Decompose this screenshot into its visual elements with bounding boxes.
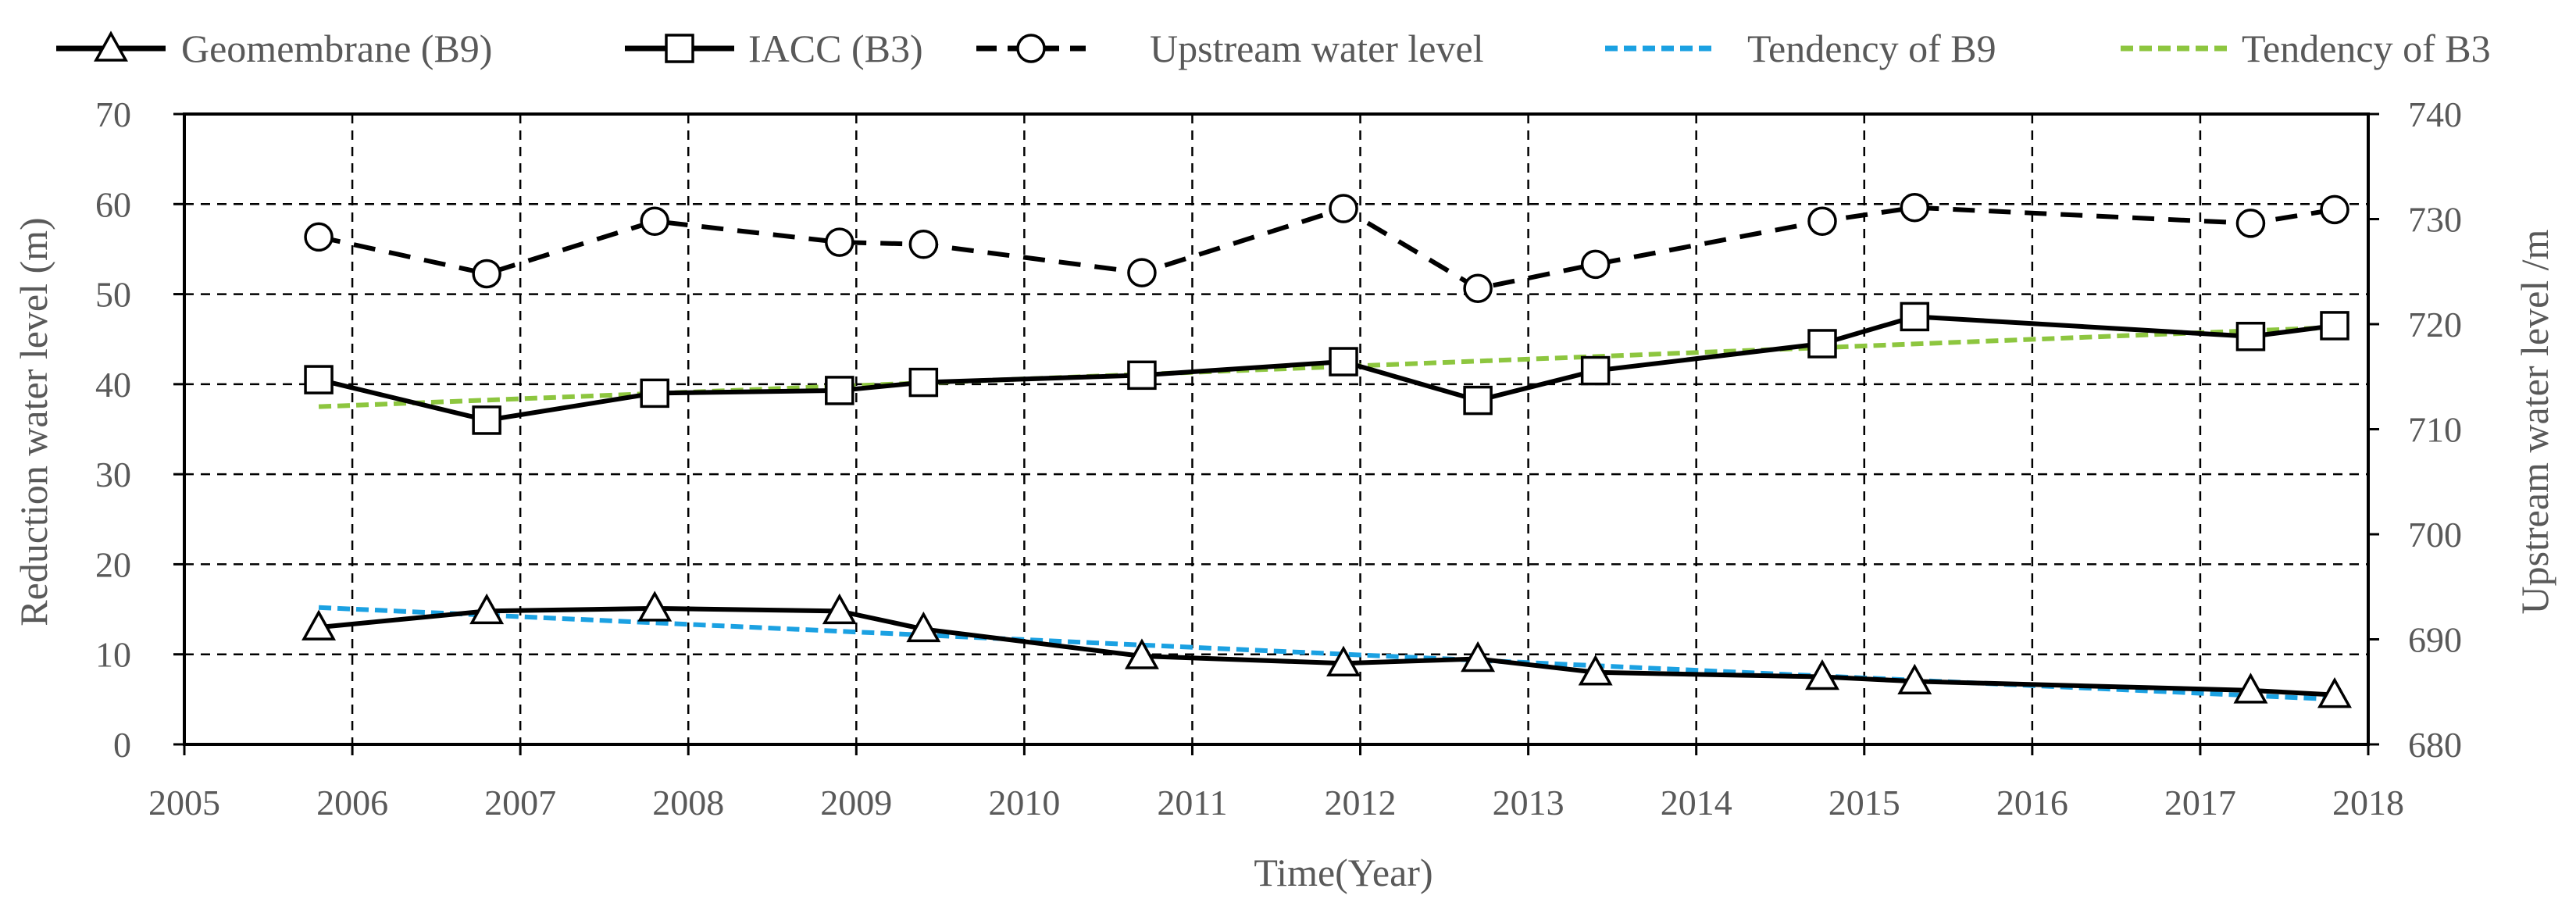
legend-item-upstream-water-level: Upstream water level	[976, 27, 1484, 70]
data-point	[304, 365, 334, 394]
x-tick-label: 2009	[820, 783, 892, 822]
legend-item-geomembrane-b9: Geomembrane (B9)	[56, 27, 492, 70]
x-tick-label: 2015	[1829, 783, 1900, 822]
data-point	[2235, 322, 2266, 351]
y2-tick-label: 680	[2408, 725, 2462, 765]
y2-tick-label: 700	[2408, 515, 2462, 555]
grid-lines	[184, 114, 2368, 744]
data-point	[1807, 329, 1837, 359]
data-point	[640, 378, 669, 409]
data-point	[1463, 273, 1493, 304]
y2-tick-label: 730	[2408, 200, 2462, 240]
x-tick-label: 2008	[652, 783, 724, 822]
data-point	[1580, 355, 1611, 386]
x-tick-label: 2018	[2332, 783, 2404, 822]
legend-label: Geomembrane (B9)	[181, 27, 492, 70]
data-point	[1805, 658, 1839, 690]
data-point	[304, 222, 334, 252]
y2-tick-label: 720	[2408, 305, 2462, 344]
x-tick-label: 2005	[148, 783, 220, 822]
data-point	[1463, 385, 1493, 416]
x-tick-label: 2016	[1996, 783, 2068, 822]
data-point	[2320, 311, 2349, 341]
data-point	[1127, 258, 1157, 287]
y-axis-title: Reduction water level (m)	[12, 217, 55, 626]
data-point	[825, 376, 855, 405]
data-point	[1329, 347, 1358, 376]
data-point	[908, 230, 939, 259]
data-series	[301, 192, 2352, 708]
data-point	[1326, 645, 1361, 676]
data-point	[1897, 663, 1932, 695]
x-tick-label: 2006	[316, 783, 388, 822]
y-tick-label: 50	[95, 275, 131, 315]
legend-item-tendency-of-b3: Tendency of B3	[2121, 27, 2491, 70]
series-upstream-water-level	[304, 192, 2349, 304]
data-point	[822, 593, 857, 625]
data-point	[2317, 677, 2352, 708]
y-tick-label: 20	[95, 544, 131, 584]
series-iacc-b3	[304, 302, 2349, 435]
y-tick-label: 40	[95, 365, 131, 405]
data-point	[640, 206, 669, 236]
x-tick-label: 2010	[988, 783, 1060, 822]
legend-label: IACC (B3)	[748, 27, 923, 70]
legend-label: Tendency of B3	[2242, 27, 2491, 70]
y2-axis-title: Upstream water level /m	[2513, 229, 2556, 614]
x-tick-label: 2011	[1157, 783, 1227, 822]
data-point	[906, 611, 941, 643]
y2-tick-label: 710	[2408, 410, 2462, 450]
data-point	[1124, 638, 1159, 669]
series-geomembrane-b9	[301, 591, 2352, 708]
y2-tick-label: 690	[2408, 620, 2462, 660]
x-tick-label: 2012	[1325, 783, 1397, 822]
y2-tick-label: 740	[2408, 95, 2462, 134]
y-tick-label: 60	[95, 184, 131, 224]
data-point	[825, 227, 855, 257]
data-point	[301, 609, 337, 640]
data-point	[2233, 673, 2268, 704]
legend-item-tendency-of-b9: Tendency of B9	[1605, 27, 1996, 70]
data-point	[1900, 302, 1930, 332]
legend: Geomembrane (B9) IACC (B3) Upstream water …	[56, 27, 2491, 70]
legend-marker	[665, 34, 694, 63]
data-point	[1807, 206, 1837, 236]
data-point	[1578, 655, 1613, 686]
data-point	[1900, 192, 1930, 223]
legend-label: Upstream water level	[1150, 27, 1484, 70]
x-axis-title: Time(Year)	[1254, 851, 1432, 894]
x-tick-label: 2014	[1661, 783, 1732, 822]
data-point	[1461, 640, 1496, 673]
legend-marker	[1016, 34, 1046, 63]
x-tick-label: 2017	[2164, 783, 2236, 822]
x-tick-label: 2007	[484, 783, 556, 822]
y-tick-label: 30	[95, 455, 131, 494]
data-point	[472, 259, 501, 289]
data-point	[469, 593, 505, 625]
data-point	[1580, 249, 1611, 280]
data-point	[2235, 209, 2266, 238]
legend-marker	[94, 30, 128, 62]
data-point	[472, 405, 501, 435]
data-point	[637, 591, 673, 622]
data-point	[1329, 194, 1358, 223]
axis-ticks: 2005 2006 2007 2008 2009 2010 2011 2012 2013 2014…	[95, 95, 2462, 822]
y-tick-label: 70	[95, 95, 131, 134]
legend-label: Tendency of B9	[1747, 27, 1996, 70]
x-tick-label: 2013	[1493, 783, 1565, 822]
y-tick-label: 0	[113, 725, 131, 765]
data-point	[1127, 360, 1157, 391]
data-point	[2320, 194, 2349, 225]
legend-item-iacc-b3: IACC (B3)	[625, 27, 923, 70]
y-tick-label: 10	[95, 635, 131, 675]
data-point	[908, 367, 939, 398]
